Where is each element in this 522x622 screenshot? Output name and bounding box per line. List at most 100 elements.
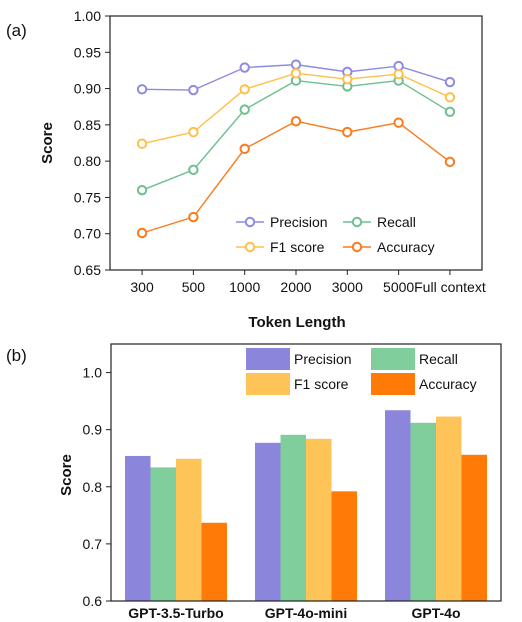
y-tick-label: 0.9 xyxy=(83,422,103,438)
legend-marker xyxy=(351,216,363,228)
data-point-accuracy xyxy=(136,227,148,239)
panel-b-y-axis-title: Score xyxy=(58,454,75,496)
data-point-recall xyxy=(239,104,250,115)
data-point-accuracy xyxy=(188,211,199,223)
legend-swatch xyxy=(246,348,290,370)
legend-entry-recall: Recall xyxy=(371,348,458,370)
panel-a-ticks: 0.65 0.70 0.75 0.80 0.85 0.90 0.95 1.00 300 500 10… xyxy=(74,8,486,295)
panel-a-line-chart: (a) Score Token Length 0.650.700.750.800… xyxy=(6,8,486,331)
data-point-accuracy xyxy=(290,116,302,127)
bar-recall-gpt-4o xyxy=(410,422,436,601)
series-precision xyxy=(136,59,456,96)
legend-entry-recall: Recall xyxy=(343,214,416,230)
bar-precision-gpt-4o xyxy=(385,410,411,601)
y-tick-label: 0.65 xyxy=(74,262,101,278)
legend-label: Accuracy xyxy=(377,239,435,255)
bar-recall-gpt-4o-mini xyxy=(280,434,306,601)
legend-marker xyxy=(244,216,256,228)
y-tick-label: 0.80 xyxy=(74,153,101,169)
y-tick-label: 1.00 xyxy=(74,8,101,24)
x-tick-label: 2000 xyxy=(280,279,311,295)
legend-label: F1 score xyxy=(294,376,349,392)
data-point-f1-score xyxy=(342,73,353,85)
data-point-accuracy xyxy=(444,156,456,168)
data-point-accuracy xyxy=(342,126,353,138)
y-tick-label: 0.8 xyxy=(83,479,103,495)
legend-entry-accuracy: Accuracy xyxy=(371,373,477,395)
legend-entry-precision: Precision xyxy=(246,348,352,370)
y-tick-label: 0.70 xyxy=(74,226,101,242)
data-point-precision xyxy=(188,84,199,96)
legend-marker xyxy=(351,241,363,253)
panel-a-series xyxy=(136,59,456,239)
y-tick-label: 0.90 xyxy=(74,81,101,97)
data-point-f1-score xyxy=(136,138,148,149)
x-tick-label: 300 xyxy=(130,279,154,295)
bar-accuracy-gpt-4o xyxy=(461,454,487,601)
y-tick-label: 0.7 xyxy=(83,536,103,552)
y-tick-label: 0.95 xyxy=(74,44,101,60)
x-tick-label: 5000 xyxy=(383,279,414,295)
data-point-accuracy xyxy=(393,117,404,128)
legend-entry-precision: Precision xyxy=(236,214,328,230)
panel-b-plot-frame xyxy=(110,343,502,602)
panel-b-bars xyxy=(125,410,487,601)
legend-marker xyxy=(244,241,256,253)
y-tick-label: 0.85 xyxy=(74,117,101,133)
data-point-precision xyxy=(290,59,302,70)
y-tick-label: 0.6 xyxy=(83,593,103,609)
legend-label: Precision xyxy=(294,351,352,367)
data-point-recall xyxy=(136,184,148,196)
panel-a-label: (a) xyxy=(6,21,27,40)
x-tick-label: 3000 xyxy=(332,279,363,295)
panel-a-plot-frame xyxy=(109,15,483,271)
x-tick-label: GPT-3.5-Turbo xyxy=(128,605,223,621)
legend-label: F1 score xyxy=(270,239,325,255)
panel-b-bar-chart: (b) Score 0.6 0.7 0.8 0.9 1.0 GPT-3.5-Turbo GP… xyxy=(6,343,502,621)
data-point-recall xyxy=(188,164,199,176)
series-f1-score xyxy=(136,68,456,149)
data-point-precision xyxy=(239,62,250,73)
legend-label: Accuracy xyxy=(419,376,477,392)
panel-b-legend: Precision Recall F1 score Accuracy xyxy=(246,348,477,395)
legend-swatch xyxy=(371,373,415,395)
legend-entry-accuracy: Accuracy xyxy=(343,239,435,255)
legend-label: Recall xyxy=(419,351,458,367)
panel-b-ticks: 0.6 0.7 0.8 0.9 1.0 GPT-3.5-Turbo GPT-4o-mini G… xyxy=(83,365,461,621)
series-accuracy xyxy=(136,116,456,239)
legend-label: Recall xyxy=(377,214,416,230)
data-point-precision xyxy=(136,84,148,95)
panel-a-y-axis-title: Score xyxy=(39,122,56,164)
data-point-f1-score xyxy=(188,126,199,138)
legend-entry-f1-score: F1 score xyxy=(246,373,349,395)
panel-b-label: (b) xyxy=(6,346,27,365)
bar-precision-gpt-3-5-turbo xyxy=(125,455,151,601)
data-point-f1-score xyxy=(239,84,250,95)
x-tick-label: GPT-4o xyxy=(411,605,460,621)
legend-entry-f1-score: F1 score xyxy=(236,239,325,255)
bar-accuracy-gpt-3-5-turbo xyxy=(201,522,227,601)
legend-label: Precision xyxy=(270,214,328,230)
legend-swatch xyxy=(371,348,415,370)
data-point-f1-score xyxy=(444,92,456,103)
panel-a-x-axis-title: Token Length xyxy=(248,314,345,331)
x-tick-label: GPT-4o-mini xyxy=(265,605,347,621)
x-tick-label: 1000 xyxy=(229,279,260,295)
bar-precision-gpt-4o-mini xyxy=(255,442,281,601)
bar-f1-score-gpt-4o-mini xyxy=(306,438,332,601)
bar-accuracy-gpt-4o-mini xyxy=(331,491,357,601)
legend-swatch xyxy=(246,373,290,395)
bar-f1-score-gpt-4o xyxy=(436,416,462,601)
data-point-precision xyxy=(444,76,456,88)
data-point-f1-score xyxy=(393,68,404,80)
x-tick-label: 500 xyxy=(182,279,206,295)
data-point-f1-score xyxy=(290,68,302,79)
bar-recall-gpt-3-5-turbo xyxy=(150,467,176,601)
x-tick-label: Full context xyxy=(414,279,486,295)
data-point-recall xyxy=(444,106,456,117)
series-line-recall xyxy=(141,79,451,191)
y-tick-label: 1.0 xyxy=(83,365,103,381)
panel-a-legend: Precision Recall F1 score Accuracy xyxy=(236,214,435,255)
bar-f1-score-gpt-3-5-turbo xyxy=(176,458,202,601)
